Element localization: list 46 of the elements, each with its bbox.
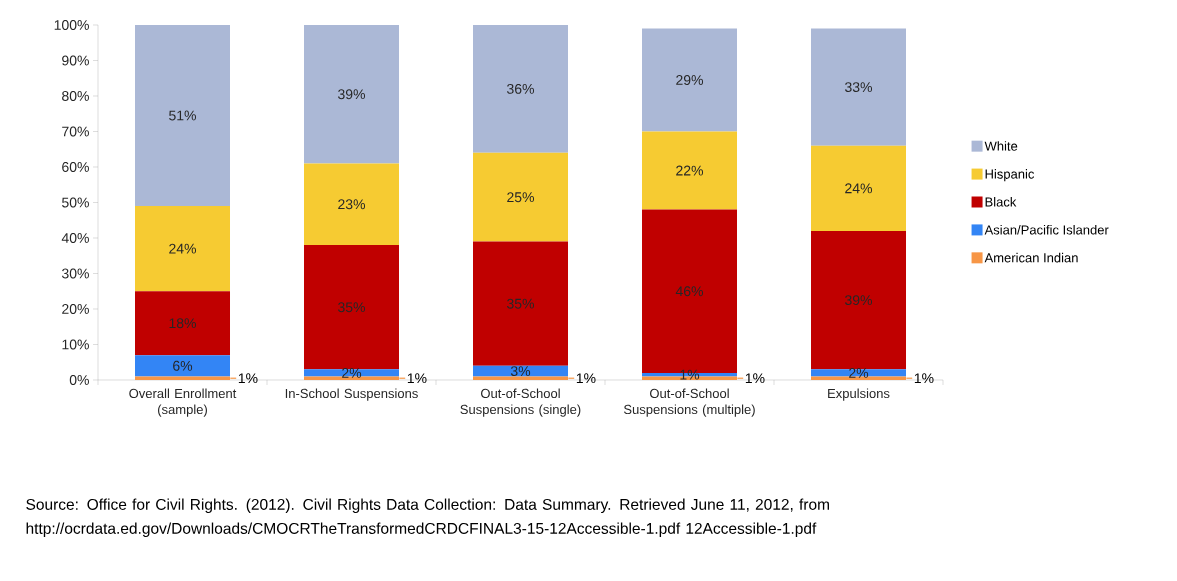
data-label: 2% [849, 367, 869, 378]
x-tick-label: Out-of-School Suspensions (multiple) [623, 388, 755, 417]
data-label: 1% [407, 373, 427, 384]
y-tick-label: 10% [62, 339, 89, 350]
data-label: 24% [845, 183, 873, 194]
data-label: 39% [845, 295, 873, 306]
y-tick-label: 40% [61, 233, 89, 243]
data-label: 36% [507, 83, 535, 94]
data-label: 51% [169, 110, 197, 121]
data-label: 35% [507, 298, 535, 309]
y-tick-label: 20% [62, 304, 89, 314]
x-tick-label: Out-of-School Suspensions (single) [460, 388, 581, 417]
y-tick-label: 0% [69, 375, 89, 385]
y-tick-label: 50% [62, 197, 89, 208]
data-label: 24% [169, 243, 197, 254]
x-tick-label: Overall Enrollment (sample) [129, 388, 237, 417]
data-label: 29% [676, 75, 704, 85]
y-tick-label: 90% [62, 55, 89, 66]
y-tick-label: 100% [54, 20, 89, 30]
legend-label: American Indian [984, 252, 1078, 263]
data-label: 18% [169, 318, 197, 329]
legend-label: Hispanic [985, 169, 1035, 182]
data-label: 33% [845, 82, 873, 93]
data-label: 1% [576, 373, 596, 384]
data-label: 1% [745, 373, 765, 384]
data-label: 23% [338, 199, 366, 210]
data-label: 1% [914, 373, 934, 384]
y-tick-label: 70% [62, 126, 89, 137]
x-tick-label: Expulsions [828, 388, 890, 401]
data-label: 39% [338, 89, 366, 100]
legend-label: Asian/Pacific Islander [984, 224, 1109, 235]
data-label: 22% [676, 165, 704, 176]
y-tick-label: 30% [61, 268, 89, 279]
legend-label: Black [985, 197, 1017, 207]
data-label: 3% [510, 366, 531, 377]
data-label: 6% [173, 360, 193, 371]
y-tick-label: 80% [62, 91, 89, 101]
x-tick-label: In-School Suspensions [285, 388, 418, 401]
y-tick-label: 60% [62, 162, 89, 172]
data-label: 46% [675, 286, 704, 297]
data-label: 1% [238, 373, 258, 384]
legend-label: White [984, 141, 1018, 151]
data-label: 2% [342, 367, 362, 378]
source-note: Source: Office for Civil Rights. (2012). Civil Rights Data Collection: Data Summary. Retrieved June 11, 2012, from http://ocrdata.ed.gov/Downloads/CMOCRTheTransformedCRDCFINAL3-15-12Accessible-1.pdf 12Accessible-1.pdf [26, 498, 829, 537]
data-label: 25% [507, 192, 535, 203]
data-label: 35% [338, 302, 366, 313]
